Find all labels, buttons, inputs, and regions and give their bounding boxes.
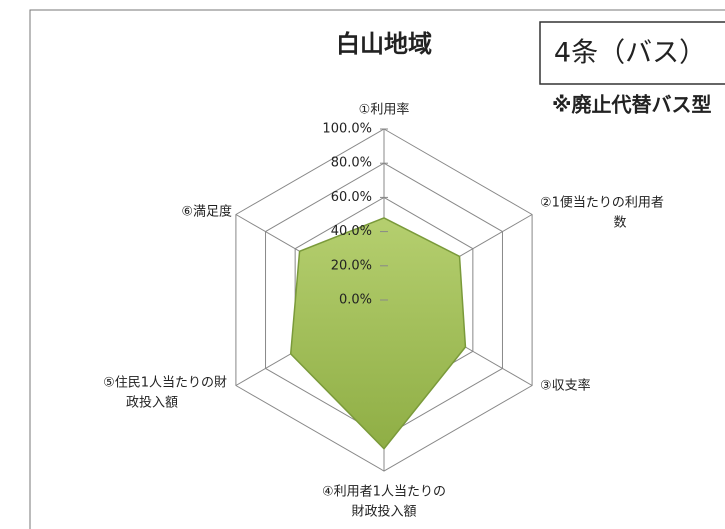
annotation: ※廃止代替バス型	[552, 93, 711, 117]
axis-label: ⑤住民1人当たりの財	[103, 376, 227, 391]
axis-label: ②1便当たりの利用者	[540, 196, 664, 211]
axis-label: ④利用者1人当たりの	[322, 485, 446, 500]
axis-label: 政投入額	[126, 395, 178, 411]
annotation-box	[539, 21, 725, 85]
axis-label: 財政投入額	[351, 504, 416, 520]
axis-label: ①利用率	[359, 102, 410, 118]
tick-label: 60.0%	[331, 190, 372, 205]
data-area	[289, 217, 467, 450]
tick-label: 80.0%	[331, 156, 372, 171]
annotation: 4条（バス）	[554, 38, 706, 69]
axis-label: 数	[613, 216, 626, 231]
tick-label: 40.0%	[331, 224, 372, 239]
tick-label: 20.0%	[331, 258, 372, 273]
tick-label: 0.0%	[339, 293, 372, 308]
chart-title: 白山地域	[336, 30, 432, 58]
axis-label: ⑥満足度	[181, 204, 232, 220]
tick-label: 100.0%	[322, 122, 372, 137]
axis-label: ③収支率	[540, 378, 591, 394]
